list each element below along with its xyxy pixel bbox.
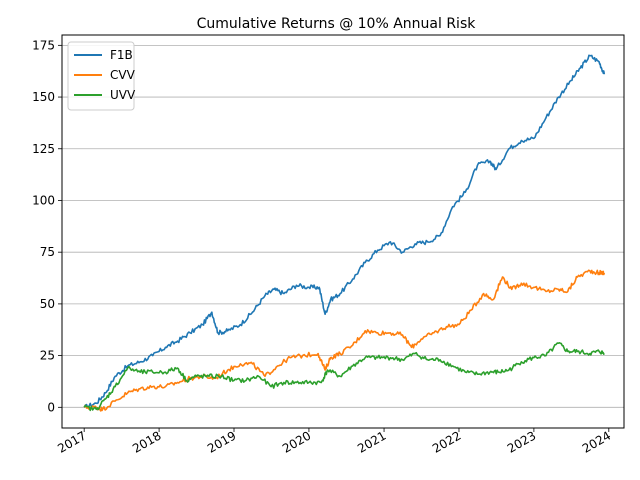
x-tick-label: 2024 — [580, 428, 613, 455]
x-tick-label: 2019 — [205, 428, 238, 455]
legend-label-f1b: F1B — [110, 48, 133, 62]
legend-label-uvv: UVV — [110, 88, 136, 102]
x-axis: 2017 2018 2019 2020 2021 2022 2023 2024 — [55, 428, 613, 456]
series-line-uvv — [83, 341, 605, 412]
legend: F1B CVV UVV — [67, 41, 136, 111]
x-tick-label: 2017 — [55, 428, 88, 455]
series-line-f1b — [83, 54, 606, 409]
y-axis: 0 25 50 75 100 125 150 175 — [32, 38, 62, 414]
x-tick-label: 2020 — [280, 428, 313, 455]
x-tick-label: 2023 — [505, 428, 538, 455]
series-lines — [83, 54, 606, 412]
series-line-cvv — [83, 269, 606, 412]
x-tick-label: 2022 — [430, 428, 463, 455]
x-tick-label: 2021 — [355, 428, 388, 455]
y-tick-label: 0 — [47, 400, 55, 414]
y-tick-label: 150 — [32, 90, 55, 104]
plot-frame — [61, 34, 625, 429]
y-tick-label: 100 — [32, 193, 55, 207]
gridlines — [62, 44, 624, 408]
y-tick-label: 50 — [40, 297, 55, 311]
y-tick-label: 125 — [32, 142, 55, 156]
y-tick-label: 25 — [40, 349, 55, 363]
y-tick-label: 75 — [40, 245, 55, 259]
y-tick-label: 175 — [32, 38, 55, 52]
chart-title: Cumulative Returns @ 10% Annual Risk — [197, 16, 477, 32]
legend-label-cvv: CVV — [110, 68, 136, 82]
x-tick-label: 2018 — [130, 428, 163, 455]
